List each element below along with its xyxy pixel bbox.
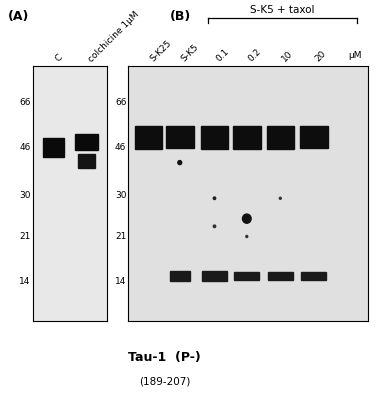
Bar: [301, 272, 326, 280]
Text: 66: 66: [19, 98, 31, 107]
Bar: [75, 134, 98, 150]
Text: 20: 20: [314, 49, 328, 64]
Text: (A): (A): [8, 10, 29, 23]
Bar: [78, 154, 95, 169]
Text: S-K25: S-K25: [149, 39, 173, 64]
Circle shape: [279, 197, 281, 199]
Bar: [268, 272, 293, 280]
Text: 46: 46: [115, 143, 126, 152]
Text: 46: 46: [19, 143, 31, 152]
Circle shape: [246, 236, 248, 238]
Text: 21: 21: [115, 232, 126, 241]
Circle shape: [213, 225, 216, 228]
Text: 14: 14: [115, 277, 126, 286]
Text: 0.2: 0.2: [247, 47, 263, 64]
Text: 30: 30: [115, 191, 126, 200]
Text: S-K5: S-K5: [180, 43, 201, 64]
Bar: [233, 126, 260, 149]
Bar: [201, 126, 228, 149]
Text: 14: 14: [19, 277, 31, 286]
Circle shape: [178, 161, 182, 165]
Text: Tau-1  (P-): Tau-1 (P-): [128, 351, 201, 364]
Text: 66: 66: [115, 98, 126, 107]
Bar: [135, 126, 162, 149]
Text: 0.1: 0.1: [214, 47, 231, 64]
Text: μM: μM: [349, 51, 362, 60]
Text: 21: 21: [19, 232, 31, 241]
Circle shape: [213, 197, 216, 200]
Bar: [300, 126, 327, 148]
Bar: [170, 271, 190, 281]
Bar: [202, 271, 227, 281]
Text: (189-207): (189-207): [139, 376, 190, 386]
Text: C: C: [54, 53, 64, 64]
Bar: [43, 138, 64, 157]
Bar: [234, 272, 259, 280]
Text: colchicine 1μM: colchicine 1μM: [86, 9, 141, 64]
Text: (B): (B): [169, 10, 191, 23]
Text: S-K5 + taxol: S-K5 + taxol: [250, 5, 315, 15]
Circle shape: [242, 214, 251, 223]
Bar: [267, 126, 294, 149]
Bar: [166, 126, 193, 148]
Text: 10: 10: [280, 49, 295, 64]
Text: 30: 30: [19, 191, 31, 200]
